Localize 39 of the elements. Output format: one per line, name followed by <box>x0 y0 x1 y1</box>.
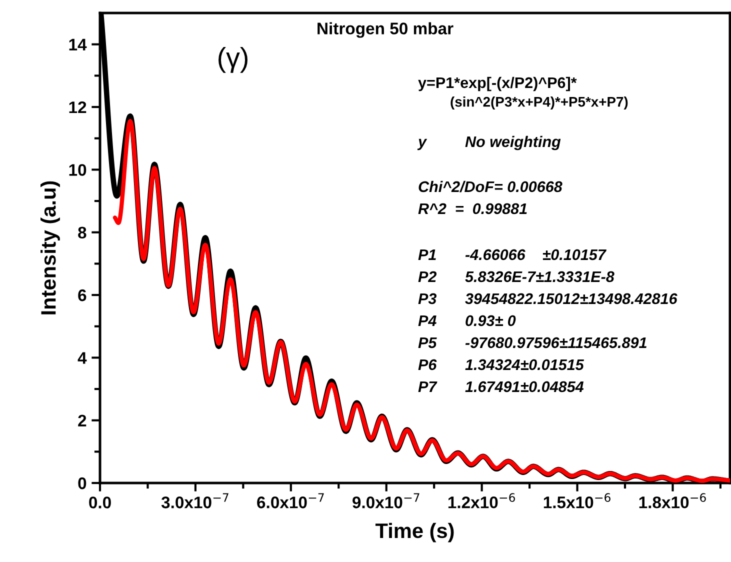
annotation: P4 <box>418 315 436 326</box>
annotation: 39454822.15012±13498.42816 <box>465 293 678 304</box>
text: Nitrogen 50 mbar <box>318 22 454 38</box>
annotation: -4.66066 ±0.10157 <box>465 249 606 260</box>
x-axis-title: Time (s) <box>375 522 454 542</box>
y-tick-label: 0 <box>78 477 86 490</box>
annotation: 0.93± 0 <box>466 315 516 326</box>
annotation: P5 <box>418 337 437 348</box>
x-tick-label: 6.0x10$^{−7}$ <box>257 493 324 508</box>
annotation: (γ) <box>218 47 248 73</box>
annotation: 1.67491±0.04854 <box>465 381 584 392</box>
y-tick-label: 2 <box>78 414 86 426</box>
annotation: P7 <box>418 381 438 392</box>
annotation: Chi^2/DoF= 0.00668 <box>418 180 562 192</box>
x-tick-label: 1.8x10$^{−6}$ <box>639 493 706 508</box>
annotation: (sin^2(P3*x+P4)*+P5*x+P7) <box>450 96 628 110</box>
y-tick-label: 14 <box>69 38 87 50</box>
annotation: P3 <box>418 293 437 304</box>
x-tick-label: 1.2x10$^{−6}$ <box>448 493 515 508</box>
x-tick-label: 3.0x10$^{−7}$ <box>161 493 228 508</box>
annotation: y <box>417 138 428 150</box>
y-tick-label: 6 <box>78 289 86 302</box>
y-tick-label: 12 <box>69 101 86 114</box>
y-axis-title: Intensity (a.u) <box>40 181 60 314</box>
annotation: 5.8326E-7±1.3331E-8 <box>465 271 614 282</box>
annotation: P2 <box>418 271 437 282</box>
x-tick-label: 9.0x10$^{−7}$ <box>352 493 420 508</box>
annotation: 1.34324±0.01515 <box>465 359 584 370</box>
annotation: P6 <box>418 359 437 370</box>
annotation: y=P1*exp[-(x/P2)^P6]* <box>418 76 577 92</box>
annotation: P1 <box>418 249 436 260</box>
y-tick-label: 4 <box>78 352 87 364</box>
annotation: -97680.97596±115465.891 <box>465 337 646 348</box>
y-tick-label: 10 <box>69 164 86 176</box>
x-tick-label: 0.0 <box>89 496 111 508</box>
x-tick-label: 1.5x10$^{−6}$ <box>544 493 610 508</box>
y-tick-label: 8 <box>78 226 86 239</box>
annotation: No weighting <box>465 136 561 150</box>
annotation: R^2 = 0.99881 <box>418 203 527 214</box>
